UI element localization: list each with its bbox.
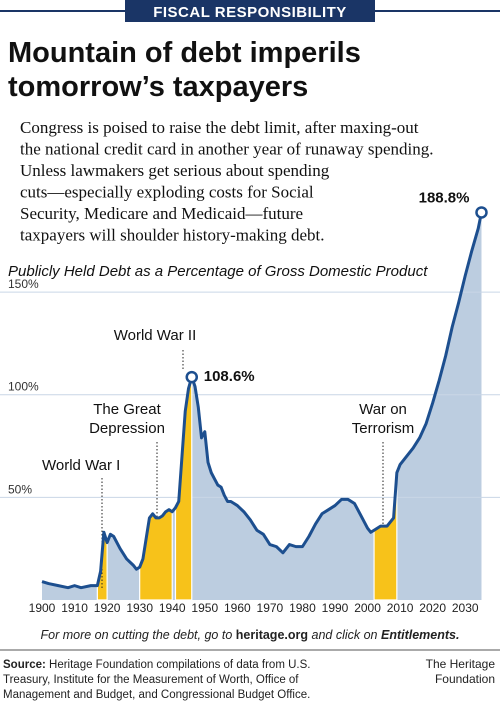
x-tick-label: 2030 xyxy=(452,601,479,615)
note-part: For more on cutting the debt, go to xyxy=(41,628,236,642)
debt-area xyxy=(42,212,482,600)
x-tick-label: 1900 xyxy=(29,601,56,615)
x-tick-label: 1920 xyxy=(94,601,121,615)
note: For more on cutting the debt, go to heri… xyxy=(41,628,460,642)
note-part: and click on xyxy=(308,628,381,642)
source-label: Source: xyxy=(3,659,46,671)
highlight-label: Depression xyxy=(89,420,165,437)
title-line: Mountain of debt imperils xyxy=(8,37,361,69)
source-line: Management and Budget, and Congressional… xyxy=(3,689,310,701)
y-tick-label: 100% xyxy=(8,380,39,394)
highlight-area xyxy=(174,376,193,601)
intro-line: Unless lawmakers get serious about spend… xyxy=(20,161,330,180)
highlight-label: World War I xyxy=(42,457,120,474)
credit-line: The Heritage xyxy=(426,657,496,671)
highlight-label: War on xyxy=(359,401,407,418)
x-tick-label: 1940 xyxy=(159,601,186,615)
highlight-area xyxy=(373,472,398,601)
value-label: 188.8% xyxy=(419,189,470,206)
intro-line: Security, Medicare and Medicaid—future xyxy=(20,204,303,223)
kicker: FISCAL RESPONSIBILITY xyxy=(153,4,347,21)
source-line: Heritage Foundation compilations of data… xyxy=(46,659,311,671)
highlight-label: World War II xyxy=(114,327,197,344)
y-tick-label: 50% xyxy=(8,482,32,496)
x-tick-label: 1930 xyxy=(126,601,153,615)
x-tick-label: 1910 xyxy=(61,601,88,615)
x-tick-label: 1980 xyxy=(289,601,316,615)
title-line: tomorrow’s taxpayers xyxy=(8,71,308,103)
y-tick-label: 150% xyxy=(8,277,39,291)
highlight-label: The Great xyxy=(93,401,161,418)
x-tick-label: 1950 xyxy=(191,601,218,615)
note-link: Entitlements. xyxy=(381,628,460,642)
credit-line: Foundation xyxy=(435,672,495,686)
x-tick-label: 1970 xyxy=(257,601,284,615)
peak-marker xyxy=(185,370,199,384)
intro-line: cuts—especially exploding costs for Soci… xyxy=(20,183,314,202)
note-link: heritage.org xyxy=(236,628,308,642)
x-tick-label: 2000 xyxy=(354,601,381,615)
intro-line: Congress is poised to raise the debt lim… xyxy=(20,118,419,137)
value-label: 108.6% xyxy=(204,368,255,385)
debt-line xyxy=(41,212,483,590)
intro-line: taxpayers will shoulder history-making d… xyxy=(20,226,325,245)
highlight-label: Terrorism xyxy=(352,420,415,437)
kicker-band xyxy=(125,0,375,22)
x-tick-label: 2010 xyxy=(387,601,414,615)
x-tick-label: 1990 xyxy=(322,601,349,615)
source: Source: Heritage Foundation compilations… xyxy=(3,659,310,671)
peak-marker xyxy=(475,206,488,219)
x-tick-label: 1960 xyxy=(224,601,251,615)
chart-subtitle: Publicly Held Debt as a Percentage of Gr… xyxy=(8,263,428,280)
source-line: Treasury, Institute for the Measurement … xyxy=(3,674,299,686)
intro-line: the national credit card in another year… xyxy=(20,140,434,159)
x-tick-label: 2020 xyxy=(419,601,446,615)
